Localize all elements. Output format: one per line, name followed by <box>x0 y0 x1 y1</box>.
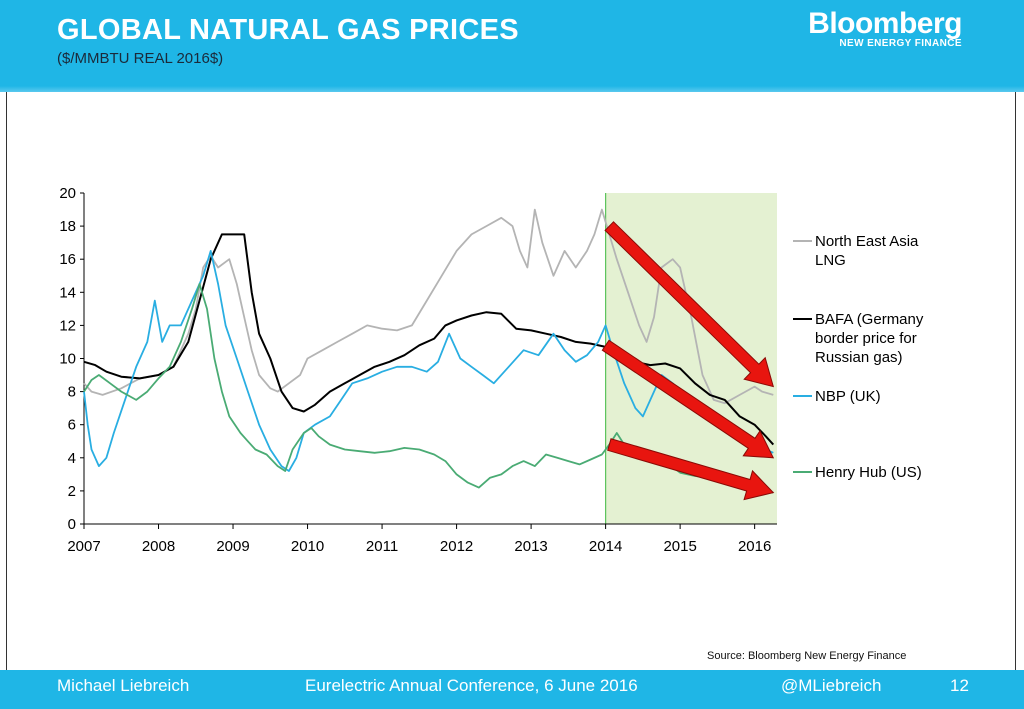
y-tick-label: 8 <box>68 384 76 401</box>
footer-author: Michael Liebreich <box>57 676 190 695</box>
x-tick-label: 2007 <box>67 538 100 555</box>
gas-price-chart: 0 2 4 6 8 10 12 14 16 18 20 2007 2008 2009 2010 2011 201… <box>59 185 924 555</box>
legend-label-3: Henry Hub (US) <box>815 464 922 481</box>
x-tick-label: 2010 <box>291 538 324 555</box>
y-tick-label: 10 <box>59 351 76 368</box>
footer-handle: @MLiebreich <box>781 676 882 695</box>
y-tick-label: 16 <box>59 251 76 268</box>
x-tick-label: 2008 <box>142 538 175 555</box>
footer-page-number: 12 <box>950 676 969 695</box>
x-tick-label: 2009 <box>216 538 249 555</box>
x-tick-label: 2012 <box>440 538 473 555</box>
y-tick-label: 6 <box>68 417 76 434</box>
y-tick-label: 2 <box>68 483 76 500</box>
brand-name: Bloomberg <box>808 7 962 40</box>
trend-arrow <box>601 339 775 459</box>
page-title: GLOBAL NATURAL GAS PRICES <box>57 14 519 46</box>
legend-label-2: NBP (UK) <box>815 388 881 405</box>
trend-arrow <box>604 221 775 388</box>
x-tick-label: 2015 <box>663 538 696 555</box>
source-note: Source: Bloomberg New Energy Finance <box>707 650 907 662</box>
slide-footer: Michael Liebreich Eurelectric Annual Con… <box>0 670 1024 709</box>
legend-label-1: BAFA (Germany border price for Russian gas… <box>815 311 924 366</box>
series-line-2 <box>83 250 774 472</box>
y-tick-label: 12 <box>59 317 76 334</box>
y-tick-label: 20 <box>59 185 76 202</box>
content-frame <box>6 92 1016 670</box>
brand-logo: Bloomberg NEW ENERGY FINANCE <box>808 7 962 50</box>
trend-arrow <box>607 438 775 501</box>
y-tick-label: 4 <box>68 450 76 467</box>
page-subtitle: ($/MMBTU REAL 2016$) <box>57 50 224 67</box>
y-tick-label: 18 <box>59 218 76 235</box>
y-tick-label: 0 <box>68 516 76 533</box>
footer-event: Eurelectric Annual Conference, 6 June 20… <box>305 676 638 695</box>
y-tick-label: 14 <box>59 284 76 301</box>
brand-subtitle: NEW ENERGY FINANCE <box>839 38 962 49</box>
legend-label-0: North East Asia LNG <box>815 233 919 269</box>
x-tick-label: 2013 <box>514 538 547 555</box>
slide-header: GLOBAL NATURAL GAS PRICES ($/MMBTU REAL … <box>0 0 1024 92</box>
x-tick-label: 2011 <box>366 538 398 555</box>
x-tick-label: 2016 <box>738 538 771 555</box>
x-tick-label: 2014 <box>589 538 622 555</box>
series-line-1 <box>83 233 775 446</box>
